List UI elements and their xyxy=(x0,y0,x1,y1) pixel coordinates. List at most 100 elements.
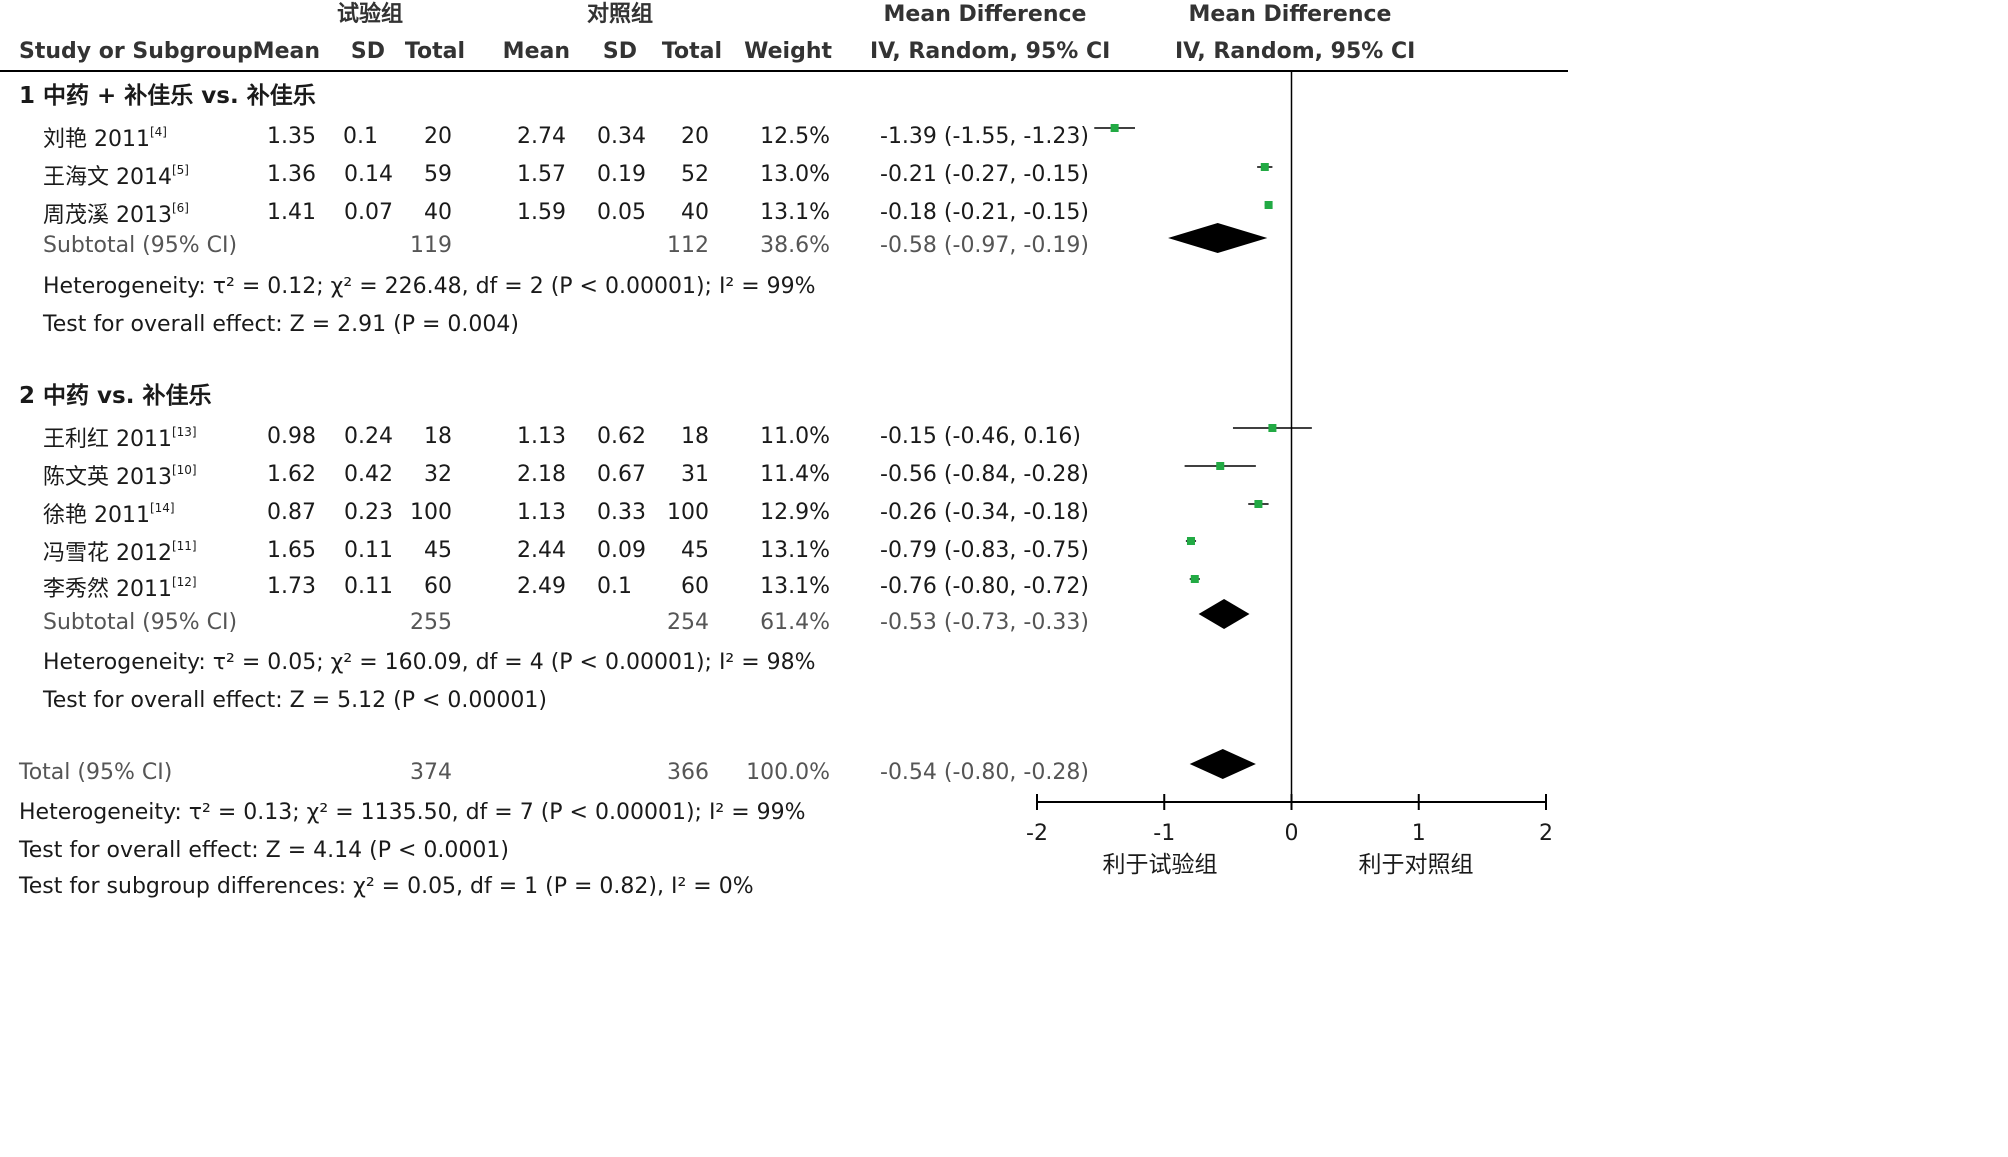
exp-total-cell: 100 xyxy=(410,500,452,525)
exp-mean-cell: 1.41 xyxy=(267,200,316,225)
forest-plot-figure: 试验组 对照组 Mean Difference Mean Difference … xyxy=(0,2,1568,898)
ctrl-mean-cell: 1.13 xyxy=(517,500,566,525)
weight-cell: 13.1% xyxy=(760,200,830,225)
total-ctrl-total: 366 xyxy=(667,760,709,785)
exp-total-cell: 60 xyxy=(424,574,452,599)
exp-total-cell: 59 xyxy=(424,162,452,187)
weight-header: Weight xyxy=(744,39,832,64)
ctrl-total-cell: 100 xyxy=(667,500,709,525)
ctrl-sd-cell: 0.62 xyxy=(597,424,646,449)
favours-control-label: 利于对照组 xyxy=(1358,852,1474,878)
exp-total-cell: 18 xyxy=(424,424,452,449)
point-estimate xyxy=(1216,462,1225,470)
ci-cell: -0.26 (-0.34, -0.18) xyxy=(880,500,1089,525)
point-estimate xyxy=(1260,163,1269,171)
overall-effect-text: Test for overall effect: Z = 5.12 (P < 0… xyxy=(43,688,547,713)
exp-sd-cell: 0.24 xyxy=(344,424,393,449)
study-name: 王海文 2014[5] xyxy=(43,163,189,190)
ctrl-total-cell: 31 xyxy=(681,462,709,487)
study-name: 徐艳 2011[14] xyxy=(43,501,175,528)
md-column-title: Mean Difference xyxy=(883,2,1087,27)
forest-plot: -2 -1 0 1 2 xyxy=(0,70,1568,846)
point-estimate xyxy=(1264,201,1273,209)
study-name: 陈文英 2013[10] xyxy=(43,463,197,490)
point-estimate xyxy=(1110,124,1119,132)
subtotal-label: Subtotal (95% CI) xyxy=(43,233,238,258)
pooled-diamond xyxy=(1189,749,1256,779)
weight-cell: 12.9% xyxy=(760,500,830,525)
exp-mean-cell: 1.35 xyxy=(267,124,316,149)
exp-mean-cell: 1.36 xyxy=(267,162,316,187)
study-column-header: Study or Subgroup xyxy=(19,39,253,64)
pooled-diamond xyxy=(1168,223,1268,253)
subgroup-1-title: 1 中药 + 补佳乐 vs. 补佳乐 xyxy=(19,83,316,109)
ctrl-total-cell: 20 xyxy=(681,124,709,149)
ctrl-total-cell: 52 xyxy=(681,162,709,187)
ctrl-total-cell: 60 xyxy=(681,574,709,599)
total-heterogeneity-text: Heterogeneity: τ² = 0.13; χ² = 1135.50, … xyxy=(19,800,806,825)
exp-total-cell: 45 xyxy=(424,538,452,563)
pooled-diamond xyxy=(1198,599,1250,629)
weight-cell: 11.4% xyxy=(760,462,830,487)
exp-mean-header: Mean xyxy=(252,39,320,64)
ctrl-mean-cell: 2.49 xyxy=(517,574,566,599)
ci-cell: -0.56 (-0.84, -0.28) xyxy=(880,462,1089,487)
exp-sd-header: SD xyxy=(350,39,385,64)
control-group-header: 对照组 xyxy=(586,2,653,27)
subtotal-ctrl-total: 254 xyxy=(667,610,709,635)
total-ci: -0.54 (-0.80, -0.28) xyxy=(880,760,1089,785)
exp-sd-cell: 0.1 xyxy=(343,124,378,149)
plot-column-title: Mean Difference xyxy=(1188,2,1392,27)
x-tick-label: 0 xyxy=(1285,821,1299,846)
subgroup-2-title: 2 中药 vs. 补佳乐 xyxy=(19,383,212,409)
point-estimate xyxy=(1254,500,1263,508)
ctrl-sd-cell: 0.34 xyxy=(597,124,646,149)
study-name: 周茂溪 2013[6] xyxy=(43,201,189,228)
ctrl-mean-cell: 2.18 xyxy=(517,462,566,487)
ci-cell: -0.21 (-0.27, -0.15) xyxy=(880,162,1089,187)
weight-cell: 11.0% xyxy=(760,424,830,449)
ctrl-sd-cell: 0.67 xyxy=(597,462,646,487)
ctrl-sd-cell: 0.05 xyxy=(597,200,646,225)
exp-mean-cell: 0.87 xyxy=(267,500,316,525)
ctrl-mean-cell: 2.44 xyxy=(517,538,566,563)
total-overall-effect-text: Test for overall effect: Z = 4.14 (P < 0… xyxy=(19,838,509,863)
weight-cell: 13.1% xyxy=(760,574,830,599)
subtotal-weight: 61.4% xyxy=(760,610,830,635)
heterogeneity-text: Heterogeneity: τ² = 0.05; χ² = 160.09, d… xyxy=(43,650,816,675)
exp-mean-cell: 1.65 xyxy=(267,538,316,563)
study-name: 李秀然 2011[12] xyxy=(43,575,197,602)
ctrl-total-cell: 45 xyxy=(681,538,709,563)
ctrl-mean-header: Mean xyxy=(502,39,570,64)
ctrl-sd-cell: 0.19 xyxy=(597,162,646,187)
exp-sd-cell: 0.07 xyxy=(344,200,393,225)
x-tick-label: 2 xyxy=(1539,821,1553,846)
exp-mean-cell: 1.73 xyxy=(267,574,316,599)
exp-mean-cell: 1.62 xyxy=(267,462,316,487)
favours-experimental-label: 利于试验组 xyxy=(1102,852,1218,878)
ci-cell: -1.39 (-1.55, -1.23) xyxy=(880,124,1089,149)
exp-sd-cell: 0.42 xyxy=(344,462,393,487)
ctrl-sd-cell: 0.09 xyxy=(597,538,646,563)
point-estimate xyxy=(1186,537,1195,545)
subtotal-ci: -0.58 (-0.97, -0.19) xyxy=(880,233,1089,258)
subtotal-weight: 38.6% xyxy=(760,233,830,258)
exp-sd-cell: 0.11 xyxy=(344,574,393,599)
heterogeneity-text: Heterogeneity: τ² = 0.12; χ² = 226.48, d… xyxy=(43,274,816,299)
point-estimate xyxy=(1190,575,1199,583)
ci-cell: -0.18 (-0.21, -0.15) xyxy=(880,200,1089,225)
x-tick-label: -2 xyxy=(1026,821,1048,846)
exp-sd-cell: 0.11 xyxy=(344,538,393,563)
weight-cell: 13.1% xyxy=(760,538,830,563)
study-name: 王利红 2011[13] xyxy=(43,425,197,452)
exp-sd-cell: 0.23 xyxy=(344,500,393,525)
x-tick-label: -1 xyxy=(1153,821,1175,846)
x-tick-label: 1 xyxy=(1412,821,1426,846)
ctrl-mean-cell: 1.57 xyxy=(517,162,566,187)
subtotal-ci: -0.53 (-0.73, -0.33) xyxy=(880,610,1089,635)
total-weight: 100.0% xyxy=(746,760,830,785)
exp-total-cell: 20 xyxy=(424,124,452,149)
ctrl-mean-cell: 2.74 xyxy=(517,124,566,149)
ci-cell: -0.76 (-0.80, -0.72) xyxy=(880,574,1089,599)
weight-cell: 12.5% xyxy=(760,124,830,149)
